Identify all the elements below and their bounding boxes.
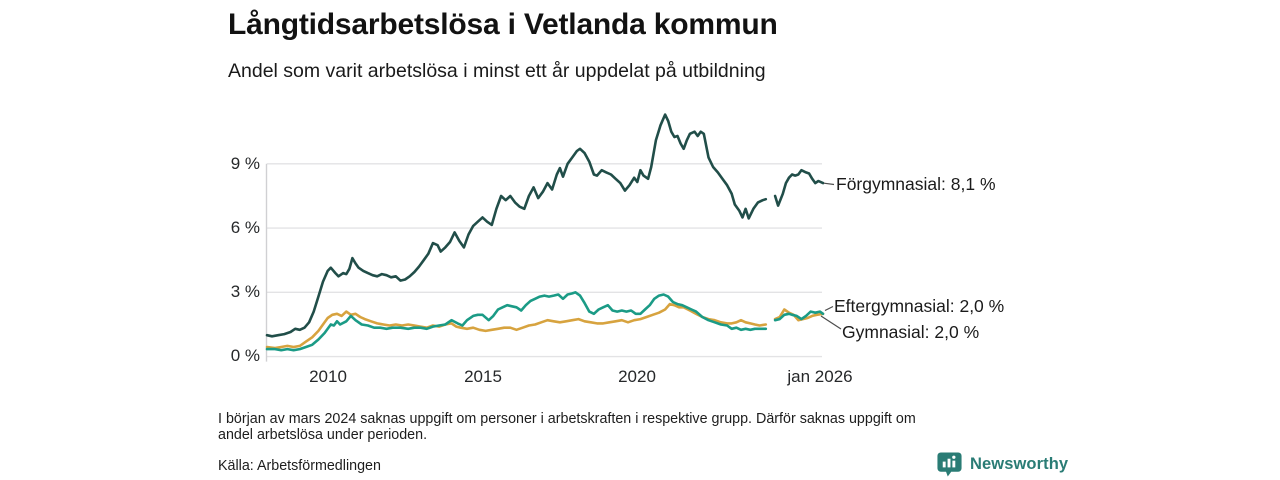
brand-name: Newsworthy bbox=[970, 455, 1069, 473]
y-tick-9: 9 % bbox=[230, 154, 260, 173]
footnote-line-2: andel arbetslösa under perioden. bbox=[218, 427, 428, 443]
series-label-eftergymnasial: Eftergymnasial: 2,0 % bbox=[834, 296, 1005, 316]
x-tick-2010: 2010 bbox=[309, 367, 347, 386]
page-title: Långtidsarbetslösa i Vetlanda kommun bbox=[228, 8, 778, 41]
connector-forgymnasial bbox=[823, 182, 835, 186]
x-tick-2020: 2020 bbox=[618, 367, 656, 386]
series-label-forgymnasial: Förgymnasial: 8,1 % bbox=[836, 174, 996, 194]
y-tick-3: 3 % bbox=[230, 282, 260, 301]
series-line-forgymnasial-seg1 bbox=[773, 168, 825, 207]
chart-subtitle: Andel som varit arbetslösa i minst ett å… bbox=[228, 60, 766, 82]
series-line-eftergymnasial-seg1 bbox=[773, 310, 825, 322]
series-line-gymnasial-seg0 bbox=[265, 302, 768, 350]
series-line-eftergymnasial-seg0 bbox=[265, 290, 768, 352]
source-credit: Källa: Arbetsförmedlingen bbox=[218, 458, 381, 474]
x-tick-jan-2026: jan 2026 bbox=[787, 367, 853, 386]
footnote-line-1: I början av mars 2024 saknas uppgift om … bbox=[218, 411, 916, 427]
series-line-forgymnasial-seg0 bbox=[265, 113, 768, 338]
x-tick-2015: 2015 bbox=[464, 367, 502, 386]
connector-eftergymnasial bbox=[824, 305, 834, 312]
series-line-gymnasial-seg1 bbox=[773, 308, 825, 322]
y-tick-0: 0 % bbox=[230, 346, 260, 365]
brand-logo: Newsworthy bbox=[936, 451, 1068, 478]
connector-gymnasial bbox=[820, 315, 842, 330]
newsworthy-icon bbox=[936, 451, 963, 478]
y-tick-6: 6 % bbox=[230, 218, 260, 237]
series-label-gymnasial: Gymnasial: 2,0 % bbox=[842, 322, 980, 342]
